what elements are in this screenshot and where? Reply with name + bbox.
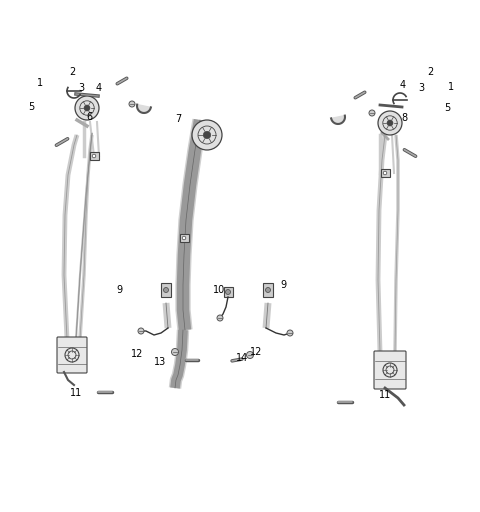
Circle shape <box>383 171 387 175</box>
Text: 8: 8 <box>401 113 407 123</box>
Text: 1: 1 <box>448 82 454 92</box>
Circle shape <box>75 96 99 120</box>
Circle shape <box>171 349 179 355</box>
Text: 5: 5 <box>444 103 450 113</box>
Circle shape <box>138 328 144 334</box>
Circle shape <box>84 105 90 111</box>
Text: 9: 9 <box>280 280 286 290</box>
Text: 12: 12 <box>131 349 143 359</box>
Bar <box>89 153 98 160</box>
Bar <box>381 169 389 177</box>
Circle shape <box>387 120 393 126</box>
Text: 6: 6 <box>86 112 92 122</box>
Text: 11: 11 <box>379 390 391 400</box>
Text: 1: 1 <box>37 78 43 88</box>
Text: 4: 4 <box>400 80 406 90</box>
Bar <box>161 283 171 297</box>
Circle shape <box>369 110 375 116</box>
FancyBboxPatch shape <box>57 337 87 373</box>
Circle shape <box>226 289 230 294</box>
Text: 2: 2 <box>427 67 433 77</box>
Text: 9: 9 <box>116 285 122 295</box>
Text: 2: 2 <box>69 67 75 77</box>
Circle shape <box>203 131 211 139</box>
Text: 12: 12 <box>250 347 262 357</box>
Circle shape <box>92 154 96 158</box>
Text: 3: 3 <box>78 83 84 93</box>
Polygon shape <box>331 116 345 124</box>
Circle shape <box>192 120 222 150</box>
Circle shape <box>129 101 135 107</box>
Circle shape <box>247 352 253 358</box>
Text: 13: 13 <box>154 357 166 367</box>
Text: 11: 11 <box>70 388 82 398</box>
Text: 7: 7 <box>175 114 181 124</box>
Circle shape <box>265 288 271 292</box>
Text: 14: 14 <box>236 353 248 363</box>
Text: 5: 5 <box>28 102 34 112</box>
Text: 4: 4 <box>96 83 102 93</box>
Bar <box>224 287 232 297</box>
FancyBboxPatch shape <box>374 351 406 389</box>
Bar <box>263 283 273 297</box>
Text: 10: 10 <box>213 285 225 295</box>
Circle shape <box>164 288 168 292</box>
Circle shape <box>182 236 186 240</box>
Polygon shape <box>137 104 151 113</box>
Circle shape <box>217 315 223 321</box>
Circle shape <box>287 330 293 336</box>
Bar <box>180 234 189 242</box>
Circle shape <box>378 111 402 135</box>
Text: 3: 3 <box>418 83 424 93</box>
